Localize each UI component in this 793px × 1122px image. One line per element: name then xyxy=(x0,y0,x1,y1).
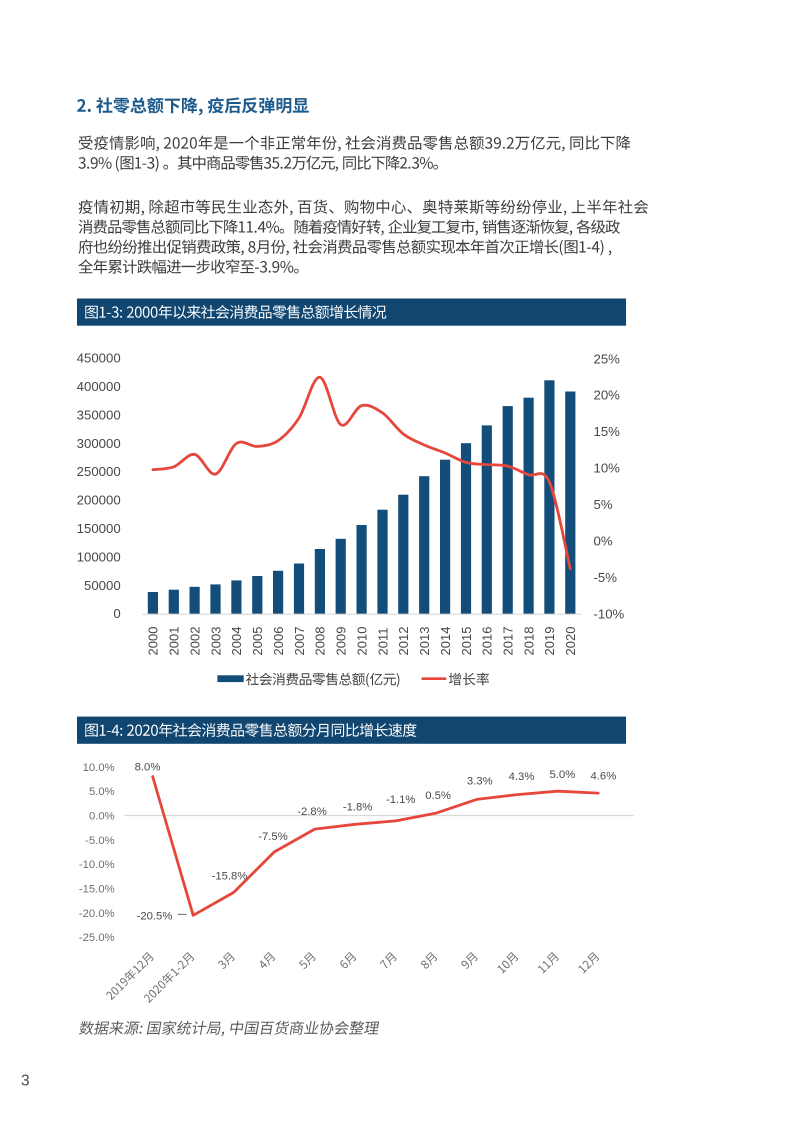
svg-text:0: 0 xyxy=(113,606,120,621)
svg-text:-2.8%: -2.8% xyxy=(297,806,327,818)
svg-text:150000: 150000 xyxy=(77,521,121,536)
svg-text:10%: 10% xyxy=(594,461,621,476)
svg-text:2004: 2004 xyxy=(229,627,244,656)
svg-text:2015: 2015 xyxy=(459,627,474,656)
svg-text:-5.0%: -5.0% xyxy=(85,835,115,847)
svg-text:-15.8%: -15.8% xyxy=(212,870,248,882)
svg-text:2003: 2003 xyxy=(208,627,223,656)
svg-text:-25.0%: -25.0% xyxy=(79,932,115,944)
svg-text:2005: 2005 xyxy=(250,627,265,656)
svg-text:2006: 2006 xyxy=(271,627,286,656)
svg-text:20%: 20% xyxy=(594,388,621,403)
svg-text:2008: 2008 xyxy=(313,627,328,656)
svg-text:2000: 2000 xyxy=(146,627,161,656)
svg-text:-5%: -5% xyxy=(594,570,618,585)
svg-text:450000: 450000 xyxy=(77,351,121,366)
svg-text:10.0%: 10.0% xyxy=(83,762,115,774)
svg-text:400000: 400000 xyxy=(77,379,121,394)
svg-text:300000: 300000 xyxy=(77,436,121,451)
svg-text:2018: 2018 xyxy=(521,627,536,656)
svg-text:4.6%: 4.6% xyxy=(591,770,617,782)
svg-text:5.0%: 5.0% xyxy=(89,786,115,798)
svg-text:8.0%: 8.0% xyxy=(135,761,161,773)
svg-text:15%: 15% xyxy=(594,424,621,439)
svg-text:3: 3 xyxy=(21,1072,30,1089)
svg-text:4.3%: 4.3% xyxy=(509,771,535,783)
svg-text:5%: 5% xyxy=(594,497,613,512)
svg-text:2020: 2020 xyxy=(563,627,578,656)
svg-text:200000: 200000 xyxy=(77,493,121,508)
svg-text:-1.1%: -1.1% xyxy=(386,794,416,806)
svg-text:2017: 2017 xyxy=(501,627,516,656)
svg-text:-7.5%: -7.5% xyxy=(258,831,288,843)
svg-text:250000: 250000 xyxy=(77,464,121,479)
svg-text:5.0%: 5.0% xyxy=(550,769,576,781)
svg-text:2011: 2011 xyxy=(375,628,390,656)
svg-text:0%: 0% xyxy=(594,534,613,549)
svg-text:3.3%: 3.3% xyxy=(467,776,493,788)
svg-text:2010: 2010 xyxy=(354,627,369,656)
svg-text:-20.0%: -20.0% xyxy=(79,908,115,920)
svg-text:-1.8%: -1.8% xyxy=(343,801,373,813)
svg-text:2012: 2012 xyxy=(396,627,411,656)
svg-text:-20.5%: -20.5% xyxy=(137,911,173,923)
svg-text:50000: 50000 xyxy=(84,578,121,593)
svg-text:2019: 2019 xyxy=(542,627,557,656)
svg-text:100000: 100000 xyxy=(77,549,121,564)
svg-text:-10.0%: -10.0% xyxy=(79,859,115,871)
svg-text:25%: 25% xyxy=(594,351,621,366)
svg-text:0.0%: 0.0% xyxy=(89,811,115,823)
svg-text:-10%: -10% xyxy=(594,606,625,621)
svg-text:2002: 2002 xyxy=(187,627,202,656)
svg-text:2009: 2009 xyxy=(334,627,349,656)
svg-text:-15.0%: -15.0% xyxy=(79,884,115,896)
svg-text:2001: 2001 xyxy=(167,627,182,656)
svg-text:350000: 350000 xyxy=(77,407,121,422)
svg-text:2013: 2013 xyxy=(417,627,432,656)
svg-text:2007: 2007 xyxy=(292,627,307,656)
svg-text:2016: 2016 xyxy=(480,627,495,656)
svg-text:2014: 2014 xyxy=(438,627,453,656)
svg-text:0.5%: 0.5% xyxy=(425,790,451,802)
